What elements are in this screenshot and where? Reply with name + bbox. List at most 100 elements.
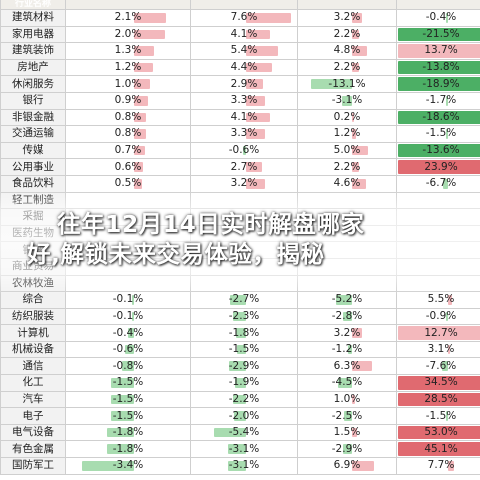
value-text: -2.3% [228,309,260,322]
value-text: 0.9% [114,94,142,107]
value-cell-c2: -2.3% [190,307,298,326]
value-cell-c2: 4.4% [190,58,298,77]
value-cell-c2: -2.2% [190,390,298,409]
value-bar [235,328,247,338]
value-bar [106,427,135,438]
table-row: 综合 -0.1% -2.7% -5.2% 5.5% [0,291,480,309]
value-text: -7.6% [425,359,457,372]
value-cell-c1: 2.1% [65,9,191,27]
value-text: 0.6% [114,160,142,173]
value-bar [233,394,247,405]
value-text: 12.7% [424,326,458,339]
value-text: -18.9% [422,77,460,90]
value-text: 2.1% [114,11,142,24]
value-cell-c3: -1.2% [297,340,397,359]
value-bar [351,46,367,56]
value-cell-c3: -2.8% [297,307,397,326]
industry-name: 建筑材料 [0,9,66,27]
value-bar [134,62,153,73]
value-bar [227,444,247,455]
table-row: 计算机 -0.4% -1.8% 3.2% 12.7% [0,324,480,342]
industry-name: 非银金融 [0,108,66,127]
industry-name: 国防军工 [0,457,66,475]
table-row: 通信 -0.8% -2.9% 6.3% -7.6% [0,357,480,376]
value-bar [398,27,480,42]
value-text: -6.7% [425,177,457,190]
table-row: 机械设备 -0.6% -1.5% -1.2% 3.1% [0,340,480,359]
value-bar [111,394,135,405]
value-cell-c3: 4.8% [297,42,397,60]
value-bar [111,378,135,388]
table-row: 公用事业 0.6% 2.7% 2.2% 23.9% [0,158,480,176]
value-cell-c4: -13.6% [396,141,480,160]
value-text: -1.8% [228,326,260,339]
value-text: -1.5% [228,343,260,356]
value-cell-c1: -0.1% [65,291,191,309]
value-bar [121,361,135,372]
value-text: -0.6% [112,343,144,356]
value-text: -1.5% [112,409,144,422]
value-bar [246,162,262,172]
industry-name: 家用电器 [0,25,66,44]
value-cell-c3: 5.0% [297,141,397,160]
value-bar [246,13,291,23]
table-row: 电子 -1.5% -2.0% -2.5% -1.5% [0,407,480,425]
value-bar [246,178,265,189]
value-text: 1.0% [333,392,361,405]
value-cell-c4: 34.5% [396,374,480,392]
value-text: -0.9% [425,309,457,322]
value-cell-c4: 23.9% [396,158,480,176]
value-text: 0.8% [114,110,142,123]
value-cell-c2: 3.3% [190,91,298,110]
value-text: -3.1% [331,94,363,107]
value-bar [246,95,266,106]
value-bar [134,79,150,89]
table-row: 化工 -1.5% -1.9% -4.5% 34.5% [0,374,480,392]
value-text: 7.7% [427,459,455,472]
value-bar [246,79,264,89]
value-cell-c3: 6.3% [297,357,397,376]
table-header-row: 行业名称 [0,0,480,10]
value-text: -1.7% [425,94,457,107]
value-bar [351,13,362,23]
value-cell-c4: 53.0% [396,423,480,442]
value-text: 4.8% [333,44,361,57]
value-bar [246,46,278,56]
value-bar [351,361,372,372]
value-bar [125,344,135,355]
value-text: 53.0% [424,426,458,439]
value-text: 2.7% [230,160,258,173]
value-bar [343,311,352,322]
headline-line-2: 好,解锁未来交易体验，揭秘 [27,240,325,268]
value-text: -21.5% [422,27,460,40]
industry-name: 机械设备 [0,340,66,359]
value-cell-c2: -1.9% [190,374,298,392]
value-cell-c2: 5.4% [190,42,298,60]
value-text: 4.1% [230,110,258,123]
value-text: -0.4% [112,326,144,339]
value-bar [446,13,449,23]
value-text: 3.2% [230,177,258,190]
industry-name: 纺织服装 [0,307,66,326]
value-bar [446,411,449,421]
value-cell-c2: 2.9% [190,75,298,93]
value-cell-c1: -0.8% [65,357,191,376]
value-bar [128,328,135,338]
value-text: 4.1% [230,27,258,40]
industry-name: 交通运输 [0,125,66,143]
value-bar [351,394,356,405]
value-cell-c2: -5.4% [190,423,298,442]
industry-name: 电子 [0,407,66,425]
value-text: -1.9% [228,376,260,389]
value-cell-c1: 2.0% [65,25,191,44]
value-cell-c3: -3.1% [297,91,397,110]
industry-name: 有色金属 [0,440,66,459]
value-text: -1.8% [112,442,144,455]
value-text: 0.8% [114,127,142,140]
value-text: 4.6% [333,177,361,190]
value-cell-c2: 2.7% [190,158,298,176]
table-row: 传媒 0.7% -0.6% 5.0% -13.6% [0,141,480,160]
value-text: -18.6% [422,110,460,123]
value-text: 0.2% [333,110,361,123]
